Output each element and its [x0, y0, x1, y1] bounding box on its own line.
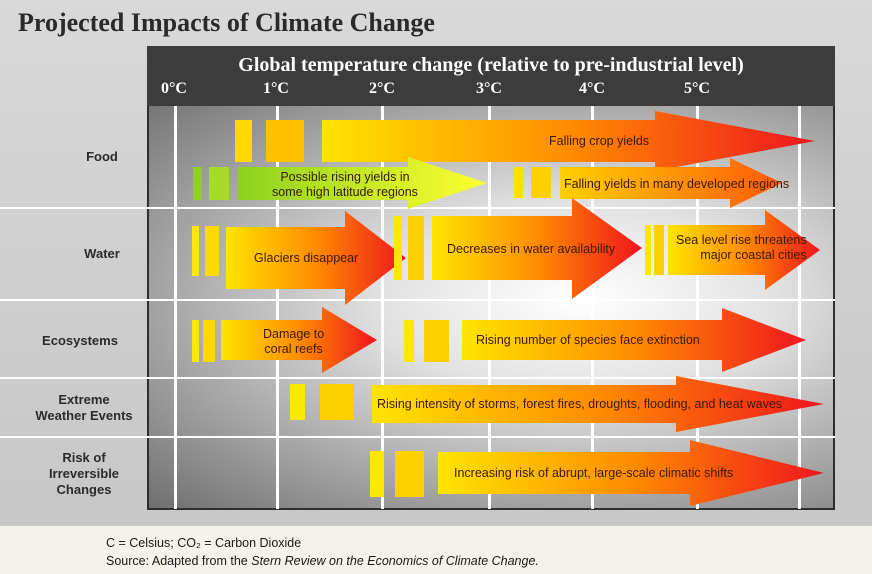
row-divider-water-ecosystems	[0, 299, 835, 301]
label-rising-yields: Possible rising yields in some high lati…	[272, 170, 418, 200]
bar-water-2	[205, 226, 219, 276]
row-divider-weather-irreversible	[0, 436, 835, 438]
label-abrupt-shifts: Increasing risk of abrupt, large-scale c…	[454, 466, 734, 480]
bar-food-green-1	[193, 167, 202, 200]
bar-water-3	[394, 216, 402, 280]
row-label-food: Food	[86, 149, 118, 164]
row-label-extreme-weather-line1: Extreme	[58, 392, 110, 407]
temperature-header-band	[147, 46, 835, 106]
bar-water-4	[408, 216, 424, 280]
bar-irrev-2	[395, 451, 424, 497]
arrow-abrupt-shifts	[438, 440, 824, 506]
label-coral-reefs-line2: coral reefs	[264, 342, 323, 356]
footer-area	[0, 526, 872, 574]
page-title: Projected Impacts of Climate Change	[18, 8, 435, 37]
footnote-abbreviations: C = Celsius; CO₂ = Carbon Dioxide	[106, 536, 302, 550]
arrow-water-availability	[432, 198, 642, 299]
bar-weather-2	[320, 384, 354, 420]
bar-eco-1	[192, 320, 199, 362]
gridline-2c	[381, 106, 384, 509]
label-storms: Rising intensity of storms, forest fires…	[377, 397, 783, 411]
tick-2c: 2°C	[369, 80, 395, 97]
footnote-source-title: Stern Review on the Economics of Climate…	[251, 554, 539, 568]
label-coral-reefs: Damage to coral reefs	[263, 327, 324, 357]
gridline-3c	[488, 106, 491, 509]
bar-irrev-1	[370, 451, 384, 497]
footnote-source: Source: Adapted from the Stern Review on…	[106, 554, 539, 568]
row-label-extreme-weather: Extreme Weather Events	[14, 392, 154, 424]
tick-4c: 4°C	[579, 80, 605, 97]
bar-eco-2	[203, 320, 215, 362]
row-divider-food-water	[0, 207, 835, 209]
label-species-extinction: Rising number of species face extinction	[476, 333, 700, 347]
bar-food-dev-1	[514, 167, 523, 198]
arrow-storms	[372, 376, 824, 432]
bar-food-1	[235, 120, 252, 162]
arrow-falling-yields-developed	[560, 158, 782, 208]
gridline-4c	[591, 106, 594, 509]
bar-weather-1	[290, 384, 305, 420]
arrow-falling-crop-yields	[322, 111, 815, 171]
bar-eco-3	[404, 320, 414, 362]
label-falling-yields-developed: Falling yields in many developed regions	[564, 177, 790, 191]
arrow-rising-yields	[238, 157, 487, 209]
label-water-availability: Decreases in water availability	[447, 242, 616, 256]
label-coral-reefs-line1: Damage to	[263, 327, 325, 341]
arrow-species-extinction	[462, 308, 806, 372]
label-rising-yields-line1: Possible rising yields in	[280, 170, 410, 184]
row-label-ecosystems: Ecosystems	[42, 333, 118, 348]
arrow-glaciers	[226, 211, 406, 305]
label-falling-crop-yields: Falling crop yields	[549, 134, 650, 148]
gridline-6c	[798, 106, 801, 509]
row-divider-ecosystems-weather	[0, 377, 835, 379]
gridline-5c	[696, 106, 699, 509]
row-label-extreme-weather-line2: Weather Events	[35, 408, 133, 423]
row-label-irreversible-line1: Risk of	[62, 450, 106, 465]
row-label-irreversible: Risk of Irreversible Changes	[14, 450, 154, 498]
gridline-0c	[174, 106, 177, 509]
bar-food-dev-2	[531, 167, 551, 198]
tick-0c: 0°C	[161, 80, 187, 97]
label-sea-level: Sea level rise threatens major coastal c…	[676, 233, 807, 263]
tick-3c: 3°C	[476, 80, 502, 97]
bar-water-1	[192, 226, 199, 276]
tick-1c: 1°C	[263, 80, 289, 97]
bar-eco-4	[424, 320, 449, 362]
label-sea-level-line2: major coastal cities	[700, 248, 807, 262]
label-sea-level-line1: Sea level rise threatens	[676, 233, 807, 247]
label-rising-yields-line2: some high latitude regions	[272, 185, 418, 199]
label-glaciers: Glaciers disappear	[254, 251, 359, 265]
row-label-irreversible-line3: Changes	[56, 482, 112, 497]
gridline-1c	[276, 106, 279, 509]
bar-water-6	[654, 225, 664, 275]
footnote-source-prefix: Source: Adapted from the	[106, 554, 252, 568]
temperature-axis-title: Global temperature change (relative to p…	[238, 54, 744, 76]
arrow-sea-level	[668, 210, 820, 290]
bar-food-2	[266, 120, 304, 162]
row-label-irreversible-line2: Irreversible	[48, 466, 120, 481]
tick-5c: 5°C	[684, 80, 710, 97]
bar-water-5	[645, 225, 651, 275]
arrow-coral-reefs	[221, 307, 377, 373]
row-label-water: Water	[84, 246, 120, 261]
bar-food-green-2	[209, 167, 229, 200]
